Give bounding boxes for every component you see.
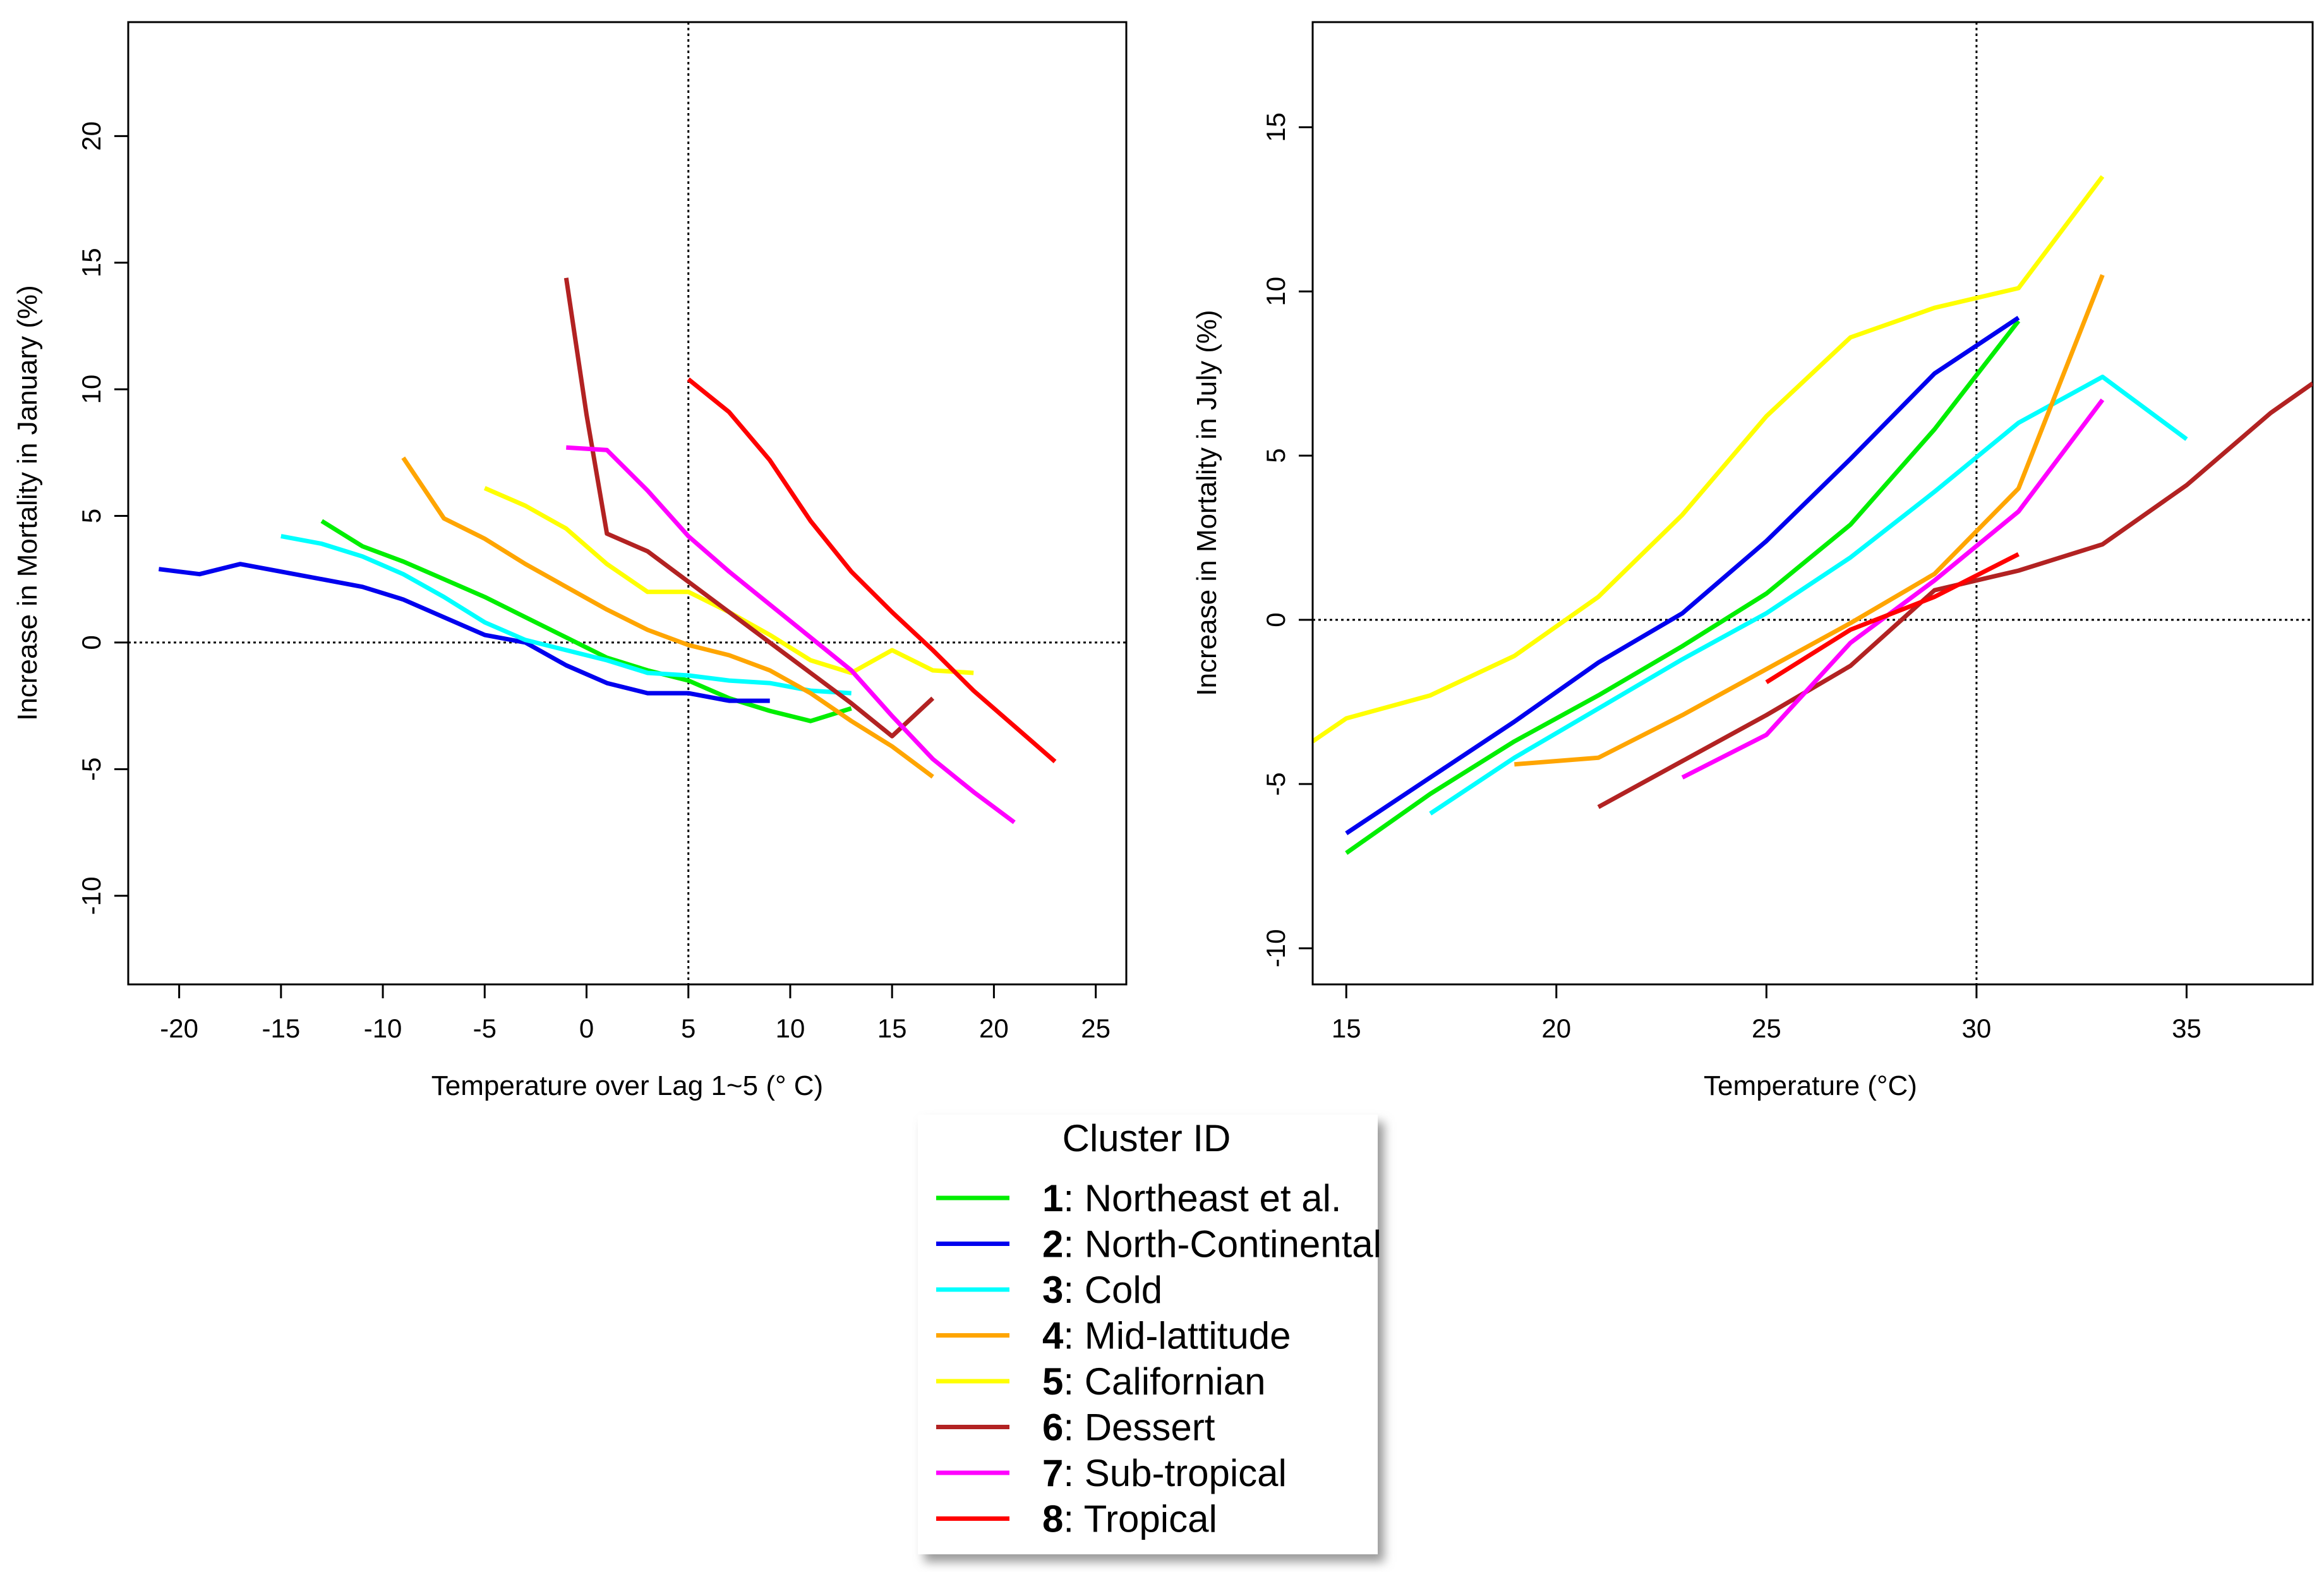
legend-cluster-number: 3	[1042, 1269, 1063, 1311]
january-series-line-cluster-3	[280, 534, 852, 696]
january-x-tick-label: 20	[979, 1013, 1009, 1043]
july-plot-frame	[1311, 21, 2314, 986]
july-series-line-cluster-2	[1345, 315, 2020, 835]
july-y-tick-label: -10	[1261, 929, 1291, 967]
january-x-tick-label: 25	[1081, 1013, 1111, 1043]
january-y-tick-label: 20	[76, 121, 106, 151]
legend-item: 8: Tropical	[936, 1498, 1217, 1540]
legend-cluster-name: : Californian	[1063, 1360, 1265, 1403]
july-series-line-cluster-6	[1597, 381, 2313, 809]
january-y-axis: -10 -5 0 5 10 15 20	[76, 121, 129, 915]
legend-cluster-name: : Mid-lattitude	[1063, 1315, 1291, 1357]
legend-cluster-number: 1	[1042, 1177, 1063, 1219]
july-y-axis-title: Increase in Mortality in July (%)	[1191, 310, 1222, 696]
legend-cluster-name: : Dessert	[1063, 1406, 1215, 1449]
january-y-tick-label: 10	[76, 375, 106, 404]
legend-cluster-number: 4	[1042, 1315, 1064, 1357]
january-series-line-cluster-2	[158, 562, 770, 703]
legend-cluster-name: : Tropical	[1063, 1498, 1217, 1540]
january-x-tick-label: -15	[262, 1013, 300, 1043]
january-x-tick-label: 10	[776, 1013, 805, 1043]
july-y-tick-label: -5	[1261, 772, 1291, 795]
january-series-line-cluster-4	[401, 456, 934, 779]
january-x-tick-label: -20	[160, 1013, 198, 1043]
july-y-tick-label: 5	[1261, 448, 1291, 463]
legend-label: 8: Tropical	[1042, 1498, 1217, 1540]
july-x-axis-title: Temperature (°C)	[1704, 1070, 1917, 1101]
legend-cluster-number: 6	[1042, 1406, 1063, 1449]
january-y-axis-title: Increase in Mortality in January (%)	[12, 285, 43, 721]
january-y-tick-label: 5	[76, 509, 106, 523]
legend-label: 5: Californian	[1042, 1360, 1266, 1403]
january-x-tick-label: 5	[681, 1013, 695, 1043]
january-x-tick-label: -10	[364, 1013, 402, 1043]
legend-label: 4: Mid-lattitude	[1042, 1315, 1291, 1357]
july-y-tick-label: 10	[1261, 277, 1291, 306]
legend-item: 5: Californian	[936, 1360, 1266, 1403]
legend-title: Cluster ID	[1063, 1117, 1231, 1159]
legend-cluster-number: 8	[1042, 1498, 1063, 1540]
january-series-line-cluster-1	[320, 519, 852, 723]
july-series-line-cluster-3	[1429, 374, 2188, 816]
july-y-axis: -10 -5 0 5 10 15	[1261, 112, 1314, 967]
january-plot-frame	[127, 21, 1128, 986]
january-x-tick-label: -5	[473, 1013, 497, 1043]
july-series-line-cluster-8	[1765, 552, 2020, 684]
january-series-line-cluster-6	[563, 277, 935, 739]
july-x-tick-label: 35	[2172, 1013, 2201, 1043]
january-series-line-cluster-7	[566, 445, 1016, 825]
legend-item: 6: Dessert	[936, 1406, 1215, 1449]
january-series-group	[158, 277, 1057, 825]
july-x-tick-label: 30	[1962, 1013, 1992, 1043]
january-x-axis-title: Temperature over Lag 1~5 (° C)	[431, 1070, 823, 1101]
january-x-tick-label: 15	[877, 1013, 907, 1043]
legend-item: 1: Northeast et al.	[936, 1177, 1342, 1219]
legend-item: 2: North-Continental	[936, 1223, 1382, 1266]
legend-cluster-name: : Cold	[1063, 1269, 1162, 1311]
legend-cluster-name: : Sub-tropical	[1063, 1452, 1287, 1494]
legend-item: 3: Cold	[936, 1269, 1162, 1311]
july-series-line-cluster-1	[1345, 319, 2021, 855]
july-y-tick-label: 15	[1261, 112, 1291, 142]
july-series-line-cluster-5	[1313, 175, 2105, 744]
january-reference-lines	[128, 22, 1126, 984]
january-x-axis: -20 -15 -10 -5 0 5 10 15 20 25	[160, 983, 1111, 1043]
legend-label: 1: Northeast et al.	[1042, 1177, 1342, 1219]
january-y-tick-label: -5	[76, 758, 106, 781]
july-x-tick-label: 20	[1541, 1013, 1571, 1043]
legend-label: 6: Dessert	[1042, 1406, 1215, 1449]
legend-item: 7: Sub-tropical	[936, 1452, 1287, 1494]
legend-label: 7: Sub-tropical	[1042, 1452, 1287, 1494]
january-panel: -20 -15 -10 -5 0 5 10 15 20 25 -10 -5 0 5 10 15 20 Temp…	[12, 21, 1128, 1101]
legend-cluster-number: 5	[1042, 1360, 1063, 1403]
july-x-tick-label: 15	[1332, 1013, 1361, 1043]
legend-cluster-number: 2	[1042, 1223, 1063, 1266]
january-y-tick-label: 0	[76, 635, 106, 650]
january-series-line-cluster-8	[687, 377, 1057, 763]
july-series-group	[1313, 175, 2313, 855]
july-reference-lines	[1313, 22, 2313, 984]
legend-label: 2: North-Continental	[1042, 1223, 1382, 1266]
january-x-tick-label: 0	[579, 1013, 594, 1043]
july-series-line-cluster-4	[1514, 274, 2105, 767]
july-x-tick-label: 25	[1752, 1013, 1781, 1043]
legend-item: 4: Mid-lattitude	[936, 1315, 1291, 1357]
legend-cluster-number: 7	[1042, 1452, 1063, 1494]
january-y-tick-label: -10	[76, 876, 106, 915]
legend-items: 1: Northeast et al.2: North-Continental3…	[936, 1177, 1382, 1540]
legend: Cluster ID 1: Northeast et al.2: North-C…	[918, 1115, 1382, 1554]
july-x-axis: 15 20 25 30 35	[1332, 983, 2201, 1043]
legend-label: 3: Cold	[1042, 1269, 1162, 1311]
july-y-tick-label: 0	[1261, 612, 1291, 627]
legend-cluster-name: : Northeast et al.	[1063, 1177, 1341, 1219]
legend-cluster-name: : North-Continental	[1063, 1223, 1382, 1266]
january-y-tick-label: 15	[76, 248, 106, 277]
